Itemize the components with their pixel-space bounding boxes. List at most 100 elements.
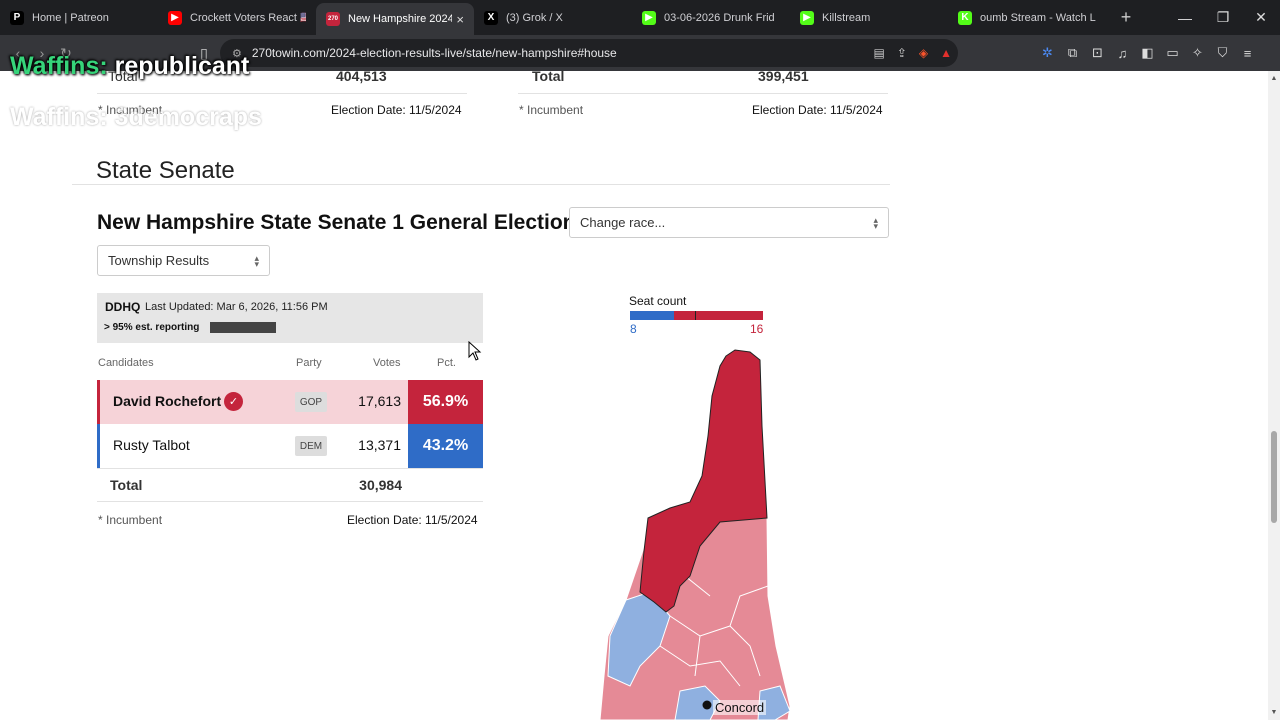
- concord-marker-icon: [702, 700, 712, 710]
- extensions-area: ✲ ⧉ ⊡ ♫ ◧ ▭ ✧ ⛉ ≡: [1035, 35, 1260, 71]
- prev-right-total-value: 399,451: [758, 71, 809, 84]
- reporting-status: > 95% est. reporting: [104, 322, 200, 333]
- last-updated: Last Updated: Mar 6, 2026, 11:56 PM: [145, 301, 328, 313]
- browser-tab[interactable]: ▶ Crockett Voters React 🇺🇸: [158, 0, 316, 35]
- maximize-button[interactable]: ❐: [1216, 9, 1230, 25]
- reporting-info-box: DDHQ Last Updated: Mar 6, 2026, 11:56 PM…: [97, 293, 483, 343]
- divider: [97, 468, 483, 469]
- candidate-votes: 13,371: [358, 437, 401, 453]
- divider: [518, 93, 888, 94]
- vpn-shield-icon[interactable]: ⛉: [1217, 45, 1228, 60]
- vpn-icon[interactable]: ✲: [1042, 45, 1053, 60]
- party-badge: GOP: [295, 392, 327, 412]
- bookmark-icon[interactable]: ▯: [200, 44, 208, 61]
- kick-icon: K: [958, 10, 972, 25]
- new-hampshire-map[interactable]: [590, 346, 810, 720]
- change-race-label: Change race...: [580, 215, 666, 230]
- reader-mode-icon[interactable]: ▤: [873, 46, 885, 60]
- leo-ai-icon[interactable]: ✧: [1192, 45, 1203, 60]
- party-badge: DEM: [295, 436, 327, 456]
- browser-tab[interactable]: P Home | Patreon: [0, 0, 158, 35]
- page-scrollbar[interactable]: ▲ ▼: [1268, 71, 1280, 720]
- browser-tab[interactable]: ▶ Killstream: [790, 0, 948, 35]
- select-chevron-icon: ▴ ▾: [873, 214, 878, 231]
- wallet-icon[interactable]: ▭: [1166, 45, 1179, 60]
- candidate-row: David Rochefort ✓ GOP 17,613 56.9%: [97, 380, 483, 424]
- race-title: New Hampshire State Senate 1 General Ele…: [97, 211, 576, 234]
- total-label: Total: [110, 477, 143, 493]
- candidate-name: Rusty Talbot: [113, 437, 190, 453]
- close-tab-icon[interactable]: ×: [456, 11, 464, 27]
- media-icon[interactable]: ♫: [1117, 45, 1128, 61]
- reload-icon[interactable]: ↻: [60, 44, 72, 61]
- candidate-pct: 56.9%: [408, 380, 483, 424]
- tab-label: oumb Stream - Watch Live: [980, 11, 1096, 24]
- menu-icon[interactable]: ≡: [1243, 45, 1252, 61]
- winner-check-icon: ✓: [224, 392, 243, 411]
- col-pct: Pct.: [437, 357, 456, 369]
- extensions-icon[interactable]: ⧉: [1067, 45, 1078, 60]
- back-icon[interactable]: ‹: [15, 45, 21, 61]
- share-icon[interactable]: ⇪: [896, 46, 907, 60]
- scrollbar-thumb[interactable]: [1271, 431, 1277, 523]
- section-title: State Senate: [96, 157, 235, 184]
- minimize-button[interactable]: —: [1178, 9, 1192, 26]
- browser-tab[interactable]: X (3) Grok / X: [474, 0, 632, 35]
- results-type-select[interactable]: Township Results ▴ ▾: [97, 245, 270, 276]
- change-race-select[interactable]: Change race... ▴ ▾: [569, 207, 889, 238]
- tab-label: Crockett Voters React 🇺🇸: [190, 12, 306, 24]
- rumble-icon: ▶: [800, 10, 814, 25]
- prev-left-incumbent-note: * Incumbent: [98, 103, 163, 117]
- prev-left-total-label: Total: [108, 71, 138, 84]
- browser-tab[interactable]: 270 New Hampshire 2024 ×: [316, 3, 474, 35]
- tab-label: 03-06-2026 Drunk Frid: [664, 11, 775, 24]
- tab-strip: P Home | Patreon ▶ Crockett Voters React 🇺🇸…: [0, 0, 1280, 35]
- new-tab-button[interactable]: +: [1120, 7, 1132, 27]
- divider: [97, 501, 483, 502]
- reporting-progress-bar: [210, 322, 276, 333]
- chat-overlay-line-2: Waffins: 3democraps: [10, 103, 262, 131]
- prev-right-election-date: Election Date: 11/5/2024: [752, 103, 883, 117]
- scroll-down-icon[interactable]: ▼: [1270, 709, 1278, 716]
- incumbent-note: * Incumbent: [98, 513, 163, 527]
- prev-left-total-value: 404,513: [336, 71, 387, 84]
- section-divider: [72, 184, 890, 185]
- youtube-icon: ▶: [168, 10, 182, 25]
- browser-tab[interactable]: ▶ 03-06-2026 Drunk Frid: [632, 0, 790, 35]
- screenshot-icon[interactable]: ⊡: [1092, 45, 1103, 60]
- page-content: Total 404,513 Total 399,451 * Incumbent …: [0, 71, 1268, 720]
- 270towin-icon: 270: [326, 12, 340, 26]
- tab-list: P Home | Patreon ▶ Crockett Voters React 🇺🇸…: [0, 0, 1106, 35]
- brave-rewards-icon[interactable]: ▲: [940, 46, 952, 60]
- tab-label: New Hampshire 2024: [348, 13, 453, 25]
- divider: [97, 93, 467, 94]
- seat-count-bar: [630, 311, 763, 320]
- candidate-name: David Rochefort: [113, 393, 222, 409]
- forward-icon[interactable]: ›: [39, 45, 45, 61]
- close-window-button[interactable]: ✕: [1255, 9, 1267, 25]
- mouse-cursor-icon: [468, 341, 482, 361]
- window-controls: — ❐ ✕: [1166, 0, 1280, 35]
- district-senate-1[interactable]: [639, 349, 768, 613]
- browser-toolbar: ‹ › ↻ ▯ ⚙ 270towin.com/2024-election-res…: [0, 35, 1280, 71]
- candidate-row: Rusty Talbot DEM 13,371 43.2%: [97, 424, 483, 468]
- brave-shields-icon[interactable]: ◈: [918, 46, 929, 60]
- tab-label: (3) Grok / X: [506, 11, 563, 24]
- site-info-icon[interactable]: ⚙: [232, 47, 242, 60]
- prev-right-incumbent-note: * Incumbent: [519, 103, 584, 117]
- election-date: Election Date: 11/5/2024: [347, 513, 478, 527]
- col-party: Party: [296, 357, 322, 369]
- sidebar-icon[interactable]: ◧: [1141, 45, 1154, 60]
- total-votes: 30,984: [359, 477, 402, 493]
- col-votes: Votes: [373, 357, 401, 369]
- candidate-pct: 43.2%: [408, 424, 483, 468]
- prev-left-election-date: Election Date: 11/5/2024: [331, 103, 462, 117]
- col-candidates: Candidates: [98, 357, 154, 369]
- seat-count-rep: 16: [750, 322, 764, 336]
- url-text[interactable]: 270towin.com/2024-election-results-live/…: [251, 46, 617, 60]
- address-bar[interactable]: ⚙ 270towin.com/2024-election-results-liv…: [220, 39, 958, 67]
- tab-label: Killstream: [822, 11, 871, 24]
- scroll-up-icon[interactable]: ▲: [1270, 75, 1278, 82]
- seat-count-label: Seat count: [629, 294, 687, 308]
